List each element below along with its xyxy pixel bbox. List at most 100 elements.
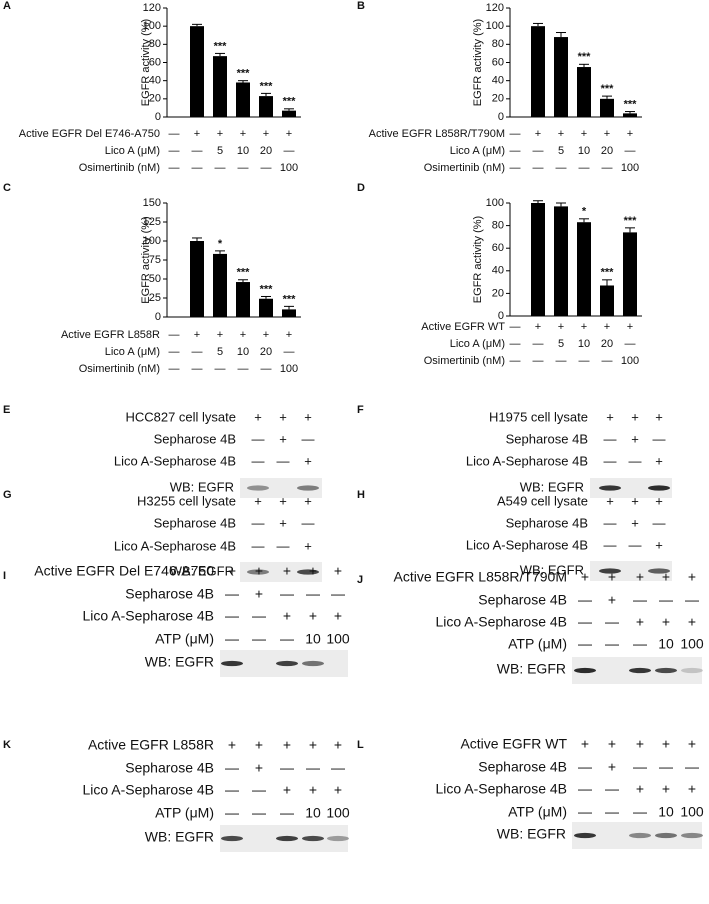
bar xyxy=(213,253,227,317)
row-cell: — xyxy=(225,805,239,821)
condition-cell: 20 xyxy=(601,145,613,157)
y-tick-label: 0 xyxy=(498,310,504,322)
row-cell: + xyxy=(608,592,616,608)
y-tick-label: 150 xyxy=(143,197,161,209)
condition-cell: — xyxy=(625,338,636,350)
row-cell: + xyxy=(636,736,644,752)
row-cell: + xyxy=(228,737,236,753)
condition-cell: + xyxy=(217,329,223,341)
row-cell: — xyxy=(578,781,592,797)
row-cell: + xyxy=(304,538,312,553)
y-axis-title: EGFR activity (%) xyxy=(140,19,152,106)
significance: * xyxy=(218,238,223,250)
bar xyxy=(213,56,227,117)
row-cell: — xyxy=(633,592,647,608)
condition-label: Lico A (μM) xyxy=(105,346,160,358)
y-axis-title: EGFR activity (%) xyxy=(472,19,484,106)
row-cell: — xyxy=(633,804,647,820)
band xyxy=(648,485,670,491)
band xyxy=(327,835,349,842)
band xyxy=(297,569,319,575)
significance: *** xyxy=(601,83,615,95)
condition-cell: — xyxy=(284,346,295,358)
band xyxy=(648,568,670,574)
bar xyxy=(623,113,637,117)
condition-cell: + xyxy=(535,128,541,140)
y-tick-label: 125 xyxy=(143,216,161,228)
row-cell: — xyxy=(659,592,673,608)
condition-label: Active EGFR L858R xyxy=(61,329,160,341)
row-label: Active EGFR L858R/T790M xyxy=(393,569,567,585)
row-cell: — xyxy=(277,538,290,553)
significance: *** xyxy=(601,267,615,279)
wb-label: WB: EGFR xyxy=(145,654,214,670)
condition-cell: + xyxy=(240,329,246,341)
condition-cell: — xyxy=(169,363,180,375)
condition-label: Osimertinib (nM) xyxy=(424,162,505,174)
condition-cell: 5 xyxy=(558,338,564,350)
y-tick-label: 50 xyxy=(149,273,161,285)
y-tick-label: 100 xyxy=(486,20,504,32)
row-cell: 10 xyxy=(658,804,674,820)
row-label: Lico A-Sepharose 4B xyxy=(466,537,588,552)
panel-label: L xyxy=(357,739,364,751)
band xyxy=(276,660,298,667)
condition-cell: + xyxy=(263,329,269,341)
bar xyxy=(623,232,637,316)
row-cell: — xyxy=(685,759,699,775)
row-label: ATP (μM) xyxy=(508,636,567,652)
row-cell: — xyxy=(225,782,239,798)
y-tick-label: 80 xyxy=(492,38,504,50)
wb-label: WB: EGFR xyxy=(170,479,234,494)
y-tick-label: 60 xyxy=(492,56,504,68)
row-cell: — xyxy=(578,636,592,652)
condition-cell: 5 xyxy=(217,145,223,157)
condition-cell: 10 xyxy=(237,346,249,358)
row-cell: — xyxy=(578,592,592,608)
band xyxy=(574,832,596,839)
panel-label: C xyxy=(3,182,11,194)
condition-cell: + xyxy=(581,321,587,333)
row-cell: + xyxy=(283,782,291,798)
condition-cell: 100 xyxy=(621,355,639,367)
row-cell: + xyxy=(304,409,312,424)
bar xyxy=(190,26,204,118)
condition-cell: — xyxy=(579,355,590,367)
condition-cell: — xyxy=(602,162,613,174)
significance: *** xyxy=(283,293,297,305)
condition-cell: — xyxy=(215,363,226,375)
row-cell: + xyxy=(283,608,291,624)
band xyxy=(221,660,243,667)
bar xyxy=(282,110,296,117)
y-tick-label: 40 xyxy=(149,75,161,87)
row-cell: 100 xyxy=(680,804,704,820)
y-tick-label: 100 xyxy=(486,197,504,209)
row-label: Active EGFR WT xyxy=(460,736,567,752)
y-tick-label: 75 xyxy=(149,254,161,266)
condition-cell: 5 xyxy=(558,145,564,157)
condition-cell: — xyxy=(533,355,544,367)
condition-cell: — xyxy=(510,162,521,174)
row-cell: — xyxy=(252,538,265,553)
blot xyxy=(590,478,672,498)
row-cell: + xyxy=(662,614,670,630)
bar xyxy=(190,241,204,317)
band xyxy=(629,832,651,839)
row-cell: + xyxy=(655,537,663,552)
row-cell: — xyxy=(252,805,266,821)
row-cell: — xyxy=(280,586,294,602)
wb-label: WB: EGFR xyxy=(520,479,584,494)
row-label: Active EGFR Del E746-A750 xyxy=(34,563,214,579)
condition-cell: + xyxy=(535,321,541,333)
bar xyxy=(577,222,591,316)
condition-cell: + xyxy=(627,128,633,140)
condition-cell: + xyxy=(217,128,223,140)
row-label: Sepharose 4B xyxy=(154,515,236,530)
row-cell: — xyxy=(252,453,265,468)
row-cell: + xyxy=(255,760,263,776)
row-cell: — xyxy=(659,759,673,775)
y-tick-label: 20 xyxy=(492,287,504,299)
row-label: Sepharose 4B xyxy=(506,515,588,530)
blot xyxy=(240,478,322,498)
row-cell: — xyxy=(629,453,642,468)
